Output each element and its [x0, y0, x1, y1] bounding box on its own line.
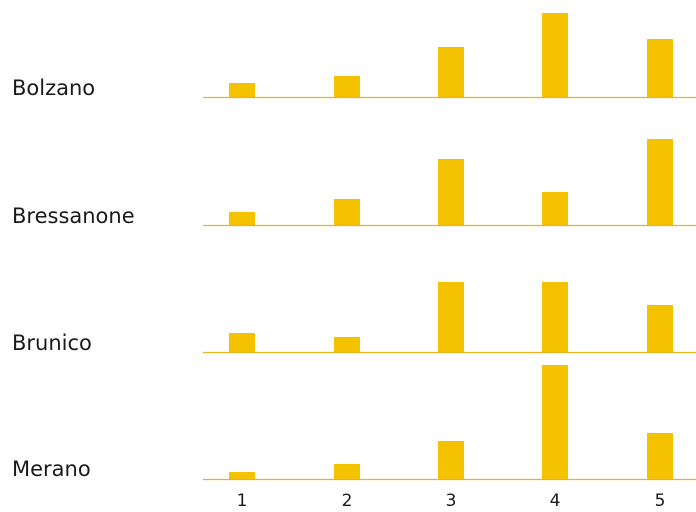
bar [438, 159, 464, 225]
panel-bressanone: Bressanone [12, 139, 696, 228]
bar [438, 441, 464, 479]
bar [647, 433, 673, 479]
bar [647, 39, 673, 97]
bar [229, 472, 255, 479]
bar [229, 83, 255, 97]
bar [229, 212, 255, 225]
series-label: Bolzano [12, 76, 95, 100]
bar [647, 305, 673, 352]
bar [542, 282, 568, 352]
panel-brunico: Brunico [12, 282, 696, 355]
bar [647, 139, 673, 225]
panel-bolzano: Bolzano [12, 13, 696, 100]
bar [229, 333, 255, 352]
x-tick-label: 3 [446, 491, 457, 511]
bar [334, 76, 360, 97]
panel-merano: Merano [12, 365, 696, 481]
x-tick-label: 2 [342, 491, 353, 511]
bar [334, 464, 360, 479]
bar [542, 365, 568, 479]
x-tick-label: 5 [655, 491, 666, 511]
x-tick-label: 1 [237, 491, 248, 511]
x-tick-label: 4 [550, 491, 561, 511]
bar [334, 337, 360, 352]
bar [542, 192, 568, 225]
bar [542, 13, 568, 97]
series-label: Merano [12, 457, 91, 481]
bar [438, 282, 464, 352]
series-label: Bressanone [12, 204, 135, 228]
bar [334, 199, 360, 225]
bar [438, 47, 464, 97]
series-label: Brunico [12, 331, 92, 355]
